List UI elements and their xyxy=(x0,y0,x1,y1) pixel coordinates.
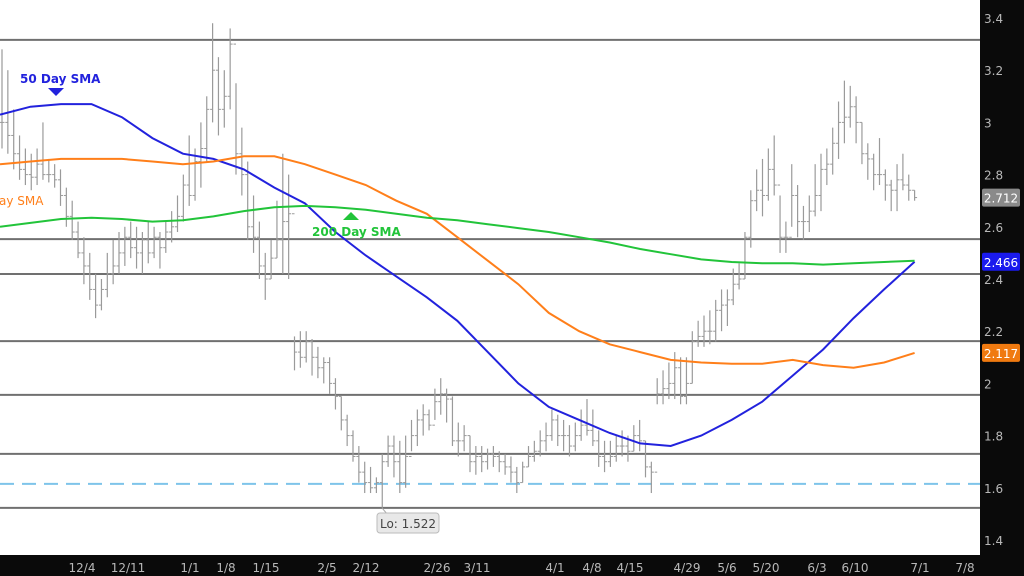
sma-line-1 xyxy=(0,155,915,369)
y-tick-label: 3.4 xyxy=(984,12,1003,26)
y-tick-label: 3.2 xyxy=(984,64,1003,78)
price-tag xyxy=(982,343,1020,362)
sma-label-50: 50 Day SMA xyxy=(20,72,101,86)
price-tag-label: 2.466 xyxy=(984,256,1018,270)
sma-line-0 xyxy=(0,103,916,448)
plot-area xyxy=(0,0,980,555)
x-tick-label: 1/1 xyxy=(180,561,199,575)
x-tick-label: 3/11 xyxy=(464,561,491,575)
y-tick-label: 3 xyxy=(984,116,992,130)
sma-label-orange: ay SMA xyxy=(0,194,44,208)
x-tick-label: 4/15 xyxy=(617,561,644,575)
x-tick-label: 4/8 xyxy=(582,561,601,575)
x-tick-label: 7/8 xyxy=(955,561,974,575)
price-tag xyxy=(982,188,1020,207)
x-tick-label: 5/6 xyxy=(717,561,736,575)
x-tick-label: 2/5 xyxy=(317,561,336,575)
x-tick-label: 2/26 xyxy=(424,561,451,575)
y-tick-label: 2.8 xyxy=(984,169,1003,183)
y-tick-label: 2.4 xyxy=(984,273,1003,287)
price-tag-label: 2.117 xyxy=(984,347,1018,361)
x-axis xyxy=(0,555,980,576)
x-tick-label: 5/20 xyxy=(753,561,780,575)
x-tick-label: 6/10 xyxy=(842,561,869,575)
x-tick-label: 1/15 xyxy=(253,561,280,575)
triangle-up-icon xyxy=(343,212,359,220)
y-tick-label: 2 xyxy=(984,377,992,391)
x-tick-label: 4/29 xyxy=(674,561,701,575)
sma-line-2 xyxy=(0,204,915,266)
low-callout-line xyxy=(381,507,387,514)
sma-label-200: 200 Day SMA xyxy=(312,225,402,239)
y-tick-label: 1.6 xyxy=(984,482,1003,496)
price-tag-label: 2.712 xyxy=(984,192,1018,206)
x-tick-label: 2/12 xyxy=(353,561,380,575)
x-tick-label: 6/3 xyxy=(807,561,826,575)
x-tick-label: 7/1 xyxy=(910,561,929,575)
low-label: Lo: 1.522 xyxy=(380,517,436,531)
y-axis xyxy=(980,0,1024,576)
y-tick-label: 2.2 xyxy=(984,325,1003,339)
low-label-box xyxy=(376,512,440,534)
y-tick-label: 2.6 xyxy=(984,221,1003,235)
y-tick-label: 1.4 xyxy=(984,534,1003,548)
triangle-down-icon xyxy=(48,88,64,96)
x-tick-label: 12/11 xyxy=(111,561,146,575)
price-tag xyxy=(982,252,1020,271)
x-tick-label: 1/8 xyxy=(216,561,235,575)
x-tick-label: 12/4 xyxy=(69,561,96,575)
x-tick-label: 4/1 xyxy=(545,561,564,575)
y-tick-label: 1.8 xyxy=(984,430,1003,444)
